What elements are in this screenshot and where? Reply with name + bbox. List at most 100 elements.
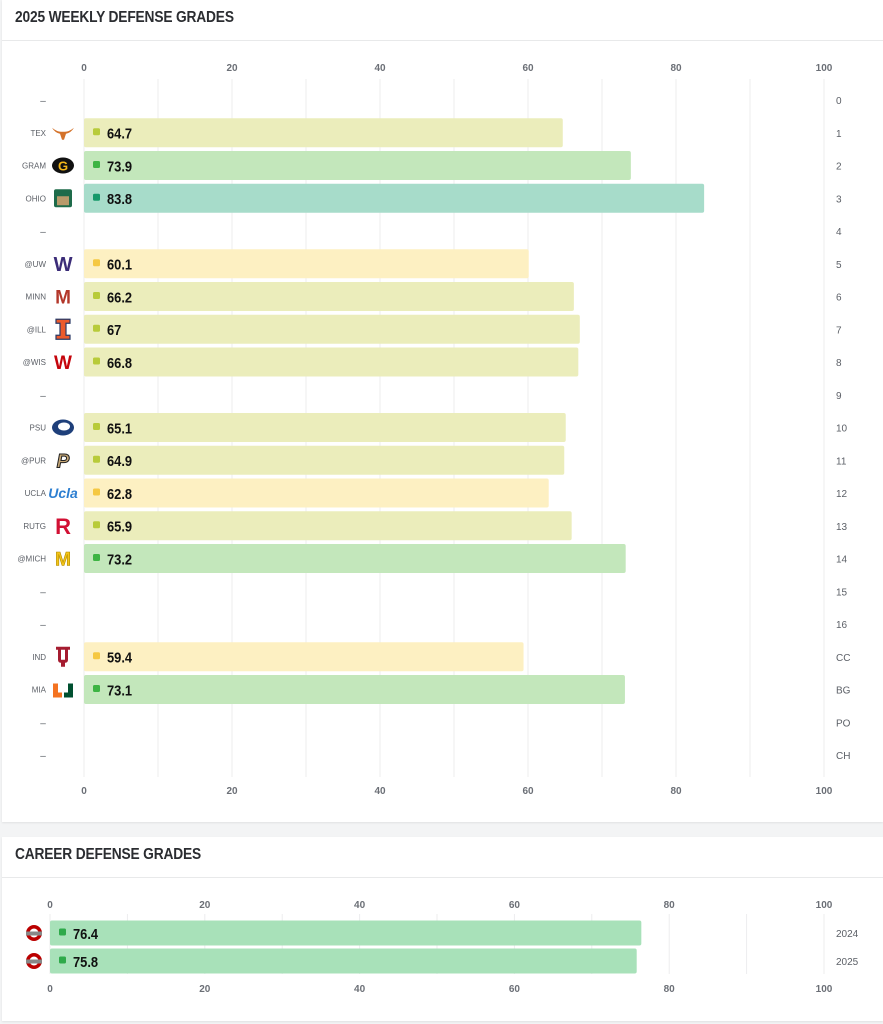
- x-tick-bottom: 60: [522, 786, 534, 797]
- grade-bar: [84, 675, 625, 704]
- logo-letter: M: [55, 550, 71, 571]
- grade-dot: [93, 357, 100, 365]
- grade-bar: [84, 511, 572, 541]
- week-label: 7: [836, 325, 842, 336]
- longhorn-shape: [52, 127, 74, 140]
- grade-dot: [93, 259, 100, 267]
- grade-dot: [93, 652, 100, 660]
- week-label: CC: [836, 653, 850, 664]
- grade-value: 60.1: [107, 256, 132, 273]
- x-tick-top: 40: [354, 900, 366, 911]
- weekly-grades-card: 2025 WEEKLY DEFENSE GRADES 0 0 20 20 40 40 60 6…: [2, 0, 883, 822]
- no-game-dash: –: [40, 391, 46, 402]
- grade-value: 73.1: [107, 682, 132, 699]
- week-label: 0: [836, 96, 842, 107]
- week-label: 2: [836, 162, 842, 173]
- week-label: BG: [836, 686, 851, 697]
- week-label: 6: [836, 293, 842, 304]
- grade-value: 65.9: [107, 518, 132, 535]
- ucla-script-logo: Ucla: [48, 485, 78, 501]
- week-label: CH: [836, 751, 850, 762]
- grade-bar: [84, 413, 566, 442]
- x-tick-bottom: 20: [199, 984, 211, 995]
- grade-bar: [50, 920, 642, 946]
- miami-u-logo: [53, 683, 73, 698]
- michigan-m-logo: M: [55, 549, 71, 571]
- opponent-label: @UW: [25, 260, 47, 269]
- x-tick-top: 20: [226, 63, 238, 74]
- grade-value: 59.4: [107, 649, 132, 666]
- x-tick-bottom: 80: [670, 786, 682, 797]
- week-label: 3: [836, 194, 842, 205]
- grade-value: 83.8: [107, 190, 132, 207]
- week-label: PO: [836, 718, 851, 729]
- opponent-label: MIA: [32, 686, 47, 695]
- penn-state-lion-logo: [52, 419, 74, 436]
- x-tick-bottom: 60: [509, 984, 521, 995]
- opponent-label: RUTG: [23, 522, 46, 531]
- no-game-dash: –: [40, 620, 46, 631]
- x-tick-top: 80: [670, 63, 682, 74]
- logo-bg: [52, 157, 74, 174]
- grade-value: 64.9: [107, 452, 132, 469]
- x-tick-bottom: 40: [374, 786, 386, 797]
- x-tick-top: 60: [509, 900, 521, 911]
- career-grades-card: CAREER DEFENSE GRADES 0 0 20 20 40 40 60 60 80 80…: [2, 837, 883, 1021]
- logo-letter: W: [54, 353, 72, 374]
- grade-bar: [50, 948, 637, 974]
- illinois-i-logo: [55, 318, 71, 340]
- week-label: 15: [836, 587, 848, 598]
- logo-cat: [57, 196, 69, 206]
- week-label: 8: [836, 358, 842, 369]
- x-tick-top: 0: [81, 63, 87, 74]
- opponent-label: MINN: [26, 293, 47, 302]
- grade-value: 62.8: [107, 485, 132, 502]
- grade-bar: [84, 151, 631, 180]
- grade-value: 73.9: [107, 158, 132, 175]
- wisconsin-w-logo: W: [54, 353, 72, 374]
- x-tick-bottom: 100: [816, 984, 833, 995]
- grade-dot: [93, 554, 100, 561]
- logo-band: [26, 959, 42, 964]
- grade-dot: [93, 488, 100, 496]
- no-game-dash: –: [40, 751, 46, 762]
- grade-dot: [93, 455, 100, 463]
- grade-dot: [93, 324, 100, 332]
- grambling-g-logo: G: [52, 157, 74, 174]
- grade-value: 73.2: [107, 551, 132, 568]
- x-tick-top: 60: [522, 63, 534, 74]
- week-label: 12: [836, 489, 848, 500]
- opponent-label: IND: [32, 653, 46, 662]
- opponent-label: @MICH: [17, 555, 46, 564]
- career-grades-title: CAREER DEFENSE GRADES: [15, 846, 202, 863]
- logo-letter: P: [57, 451, 70, 472]
- logo-right: [64, 683, 73, 698]
- logo-band: [26, 931, 42, 936]
- week-label: 10: [836, 424, 848, 435]
- grade-bar: [84, 282, 574, 311]
- grade-dot: [93, 193, 100, 201]
- grade-bar: [84, 642, 524, 672]
- grade-bar: [84, 347, 579, 377]
- logo-lion: [58, 422, 70, 431]
- no-game-dash: –: [40, 96, 46, 107]
- opponent-label: UCLA: [25, 489, 47, 498]
- grade-dot: [59, 928, 66, 936]
- grade-dot: [93, 128, 100, 136]
- grade-value: 75.8: [73, 953, 98, 970]
- ohio-state-logo: [26, 925, 42, 941]
- x-tick-top: 100: [816, 63, 833, 74]
- season-label: 2025: [836, 957, 859, 968]
- logo-text: Ucla: [48, 485, 78, 501]
- grade-dot: [93, 423, 100, 430]
- weekly-grades-header: 2025 WEEKLY DEFENSE GRADES: [2, 0, 883, 41]
- week-label: 1: [836, 129, 842, 140]
- opponent-label: @ILL: [27, 325, 47, 334]
- grade-value: 76.4: [73, 925, 98, 942]
- weekly-grades-chart: 0 0 20 20 40 40 60 60 80 80 100 100 0 – 1 TEX 64.7 2 GRAM G…: [17, 63, 851, 797]
- grade-dot: [93, 161, 100, 168]
- grade-dot: [93, 292, 100, 299]
- logo-letter: [56, 646, 70, 667]
- x-tick-top: 100: [816, 900, 833, 911]
- grade-value: 66.8: [107, 354, 132, 371]
